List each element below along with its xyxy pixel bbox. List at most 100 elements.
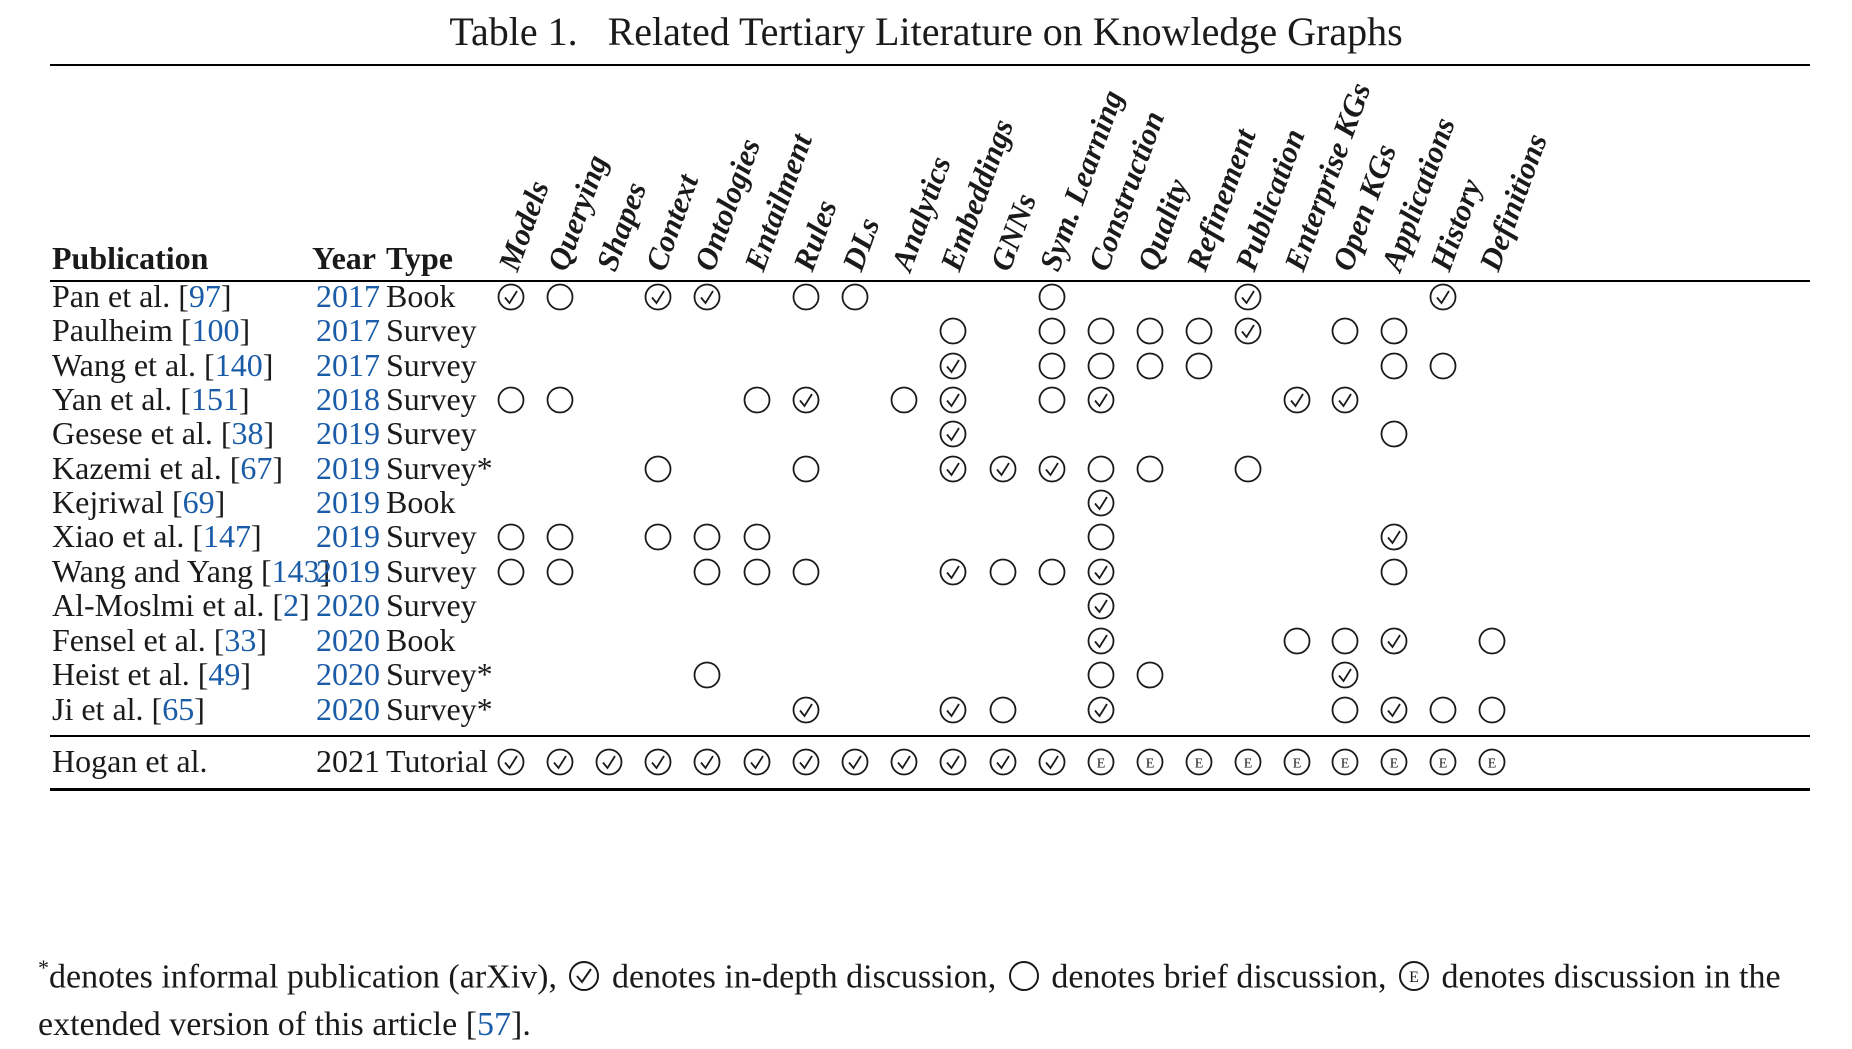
reference-link[interactable]: 33 [224,622,257,658]
svg-text:E: E [1409,969,1419,986]
empty-circle-icon [1038,317,1066,345]
year-header: Year [312,240,376,276]
publication-cell: Wang and Yang [143] [52,555,330,587]
table-caption: Table 1. Related Tertiary Literature on … [449,9,1403,54]
year-cell[interactable]: 2020 [316,587,380,623]
check-circle-icon [595,748,623,776]
type-cell: Survey [386,415,477,451]
check-circle-icon [1234,283,1262,311]
check-circle-icon [1234,317,1262,345]
year-cell[interactable]: 2017 [316,278,380,314]
reference-link[interactable]: 147 [203,518,252,554]
check-circle-icon [792,386,820,414]
empty-circle-icon [1038,352,1066,380]
check-circle-icon [1429,283,1457,311]
type-cell: Survey* [386,656,493,692]
empty-circle-icon [792,283,820,311]
reference-link[interactable]: 49 [208,656,241,692]
empty-circle-icon [644,455,672,483]
bracket-open: [ [252,553,272,589]
e-circle-icon: E [1399,961,1430,992]
year-cell[interactable]: 2020 [316,656,380,692]
e-circle-icon: E [1283,748,1311,776]
reference-link[interactable]: 151 [190,381,239,417]
empty-circle-icon [693,558,721,586]
type-cell: Survey [386,553,477,589]
footnote-text-brief: denotes brief discussion, [1051,958,1387,996]
empty-circle-icon [841,283,869,311]
year-cell[interactable]: 2019 [316,415,380,451]
author-name: Fensel et al. [52,622,206,658]
empty-circle-icon [1429,352,1457,380]
reference-link[interactable]: 65 [162,691,195,727]
footnote-reference-link[interactable]: 57 [477,1006,512,1044]
year-cell[interactable]: 2018 [316,381,380,417]
publication-cell: Gesese et al. [38] [52,417,274,449]
e-circle-icon: E [1429,748,1457,776]
empty-circle-icon [546,283,574,311]
check-circle-icon [1380,523,1408,551]
reference-link[interactable]: 2 [283,587,300,623]
bracket-close: ] [220,278,232,314]
empty-circle-icon [1478,627,1506,655]
bracket-open: [ [221,450,241,486]
bracket-open: [ [170,278,189,314]
svg-text:E: E [1097,757,1106,772]
empty-circle-icon [1234,455,1262,483]
year-cell[interactable]: 2019 [316,518,380,554]
year-cell[interactable]: 2020 [316,691,380,727]
reference-link[interactable]: 38 [231,415,264,451]
check-circle-icon [939,455,967,483]
author-name: Yan et al. [52,381,173,417]
reference-link[interactable]: 143 [271,553,320,589]
bracket-open: [ [163,484,183,520]
check-circle-icon [939,420,967,448]
footnote: *denotes informal publication (arXiv), d… [38,944,1828,1049]
empty-circle-icon [1283,627,1311,655]
author-name: Wang and Yang [52,553,253,589]
check-circle-icon [1038,748,1066,776]
empty-circle-icon [693,523,721,551]
check-circle-icon [939,696,967,724]
check-circle-icon [1087,489,1115,517]
bracket-close: ] [194,691,205,727]
empty-circle-icon [497,558,525,586]
year-cell[interactable]: 2019 [316,484,380,520]
empty-circle-icon [497,523,525,551]
header-rule [50,280,1810,282]
svg-text:E: E [1341,757,1350,772]
year-cell[interactable]: 2017 [316,347,380,383]
author-name: Pan et al. [52,278,171,314]
year-cell[interactable]: 2020 [316,622,380,658]
check-circle-icon [546,748,574,776]
bracket-open: [ [196,347,215,383]
summary-year: 2021 [316,743,380,779]
empty-circle-icon [743,558,771,586]
check-circle-icon [644,748,672,776]
year-cell[interactable]: 2017 [316,312,380,348]
check-circle-icon [1087,592,1115,620]
bracket-close: ] [256,622,268,658]
type-cell: Survey [386,518,477,554]
empty-circle-icon [1136,661,1164,689]
reference-link[interactable]: 67 [240,450,273,486]
empty-circle-icon [1380,558,1408,586]
check-circle-icon [989,748,1017,776]
reference-link[interactable]: 100 [191,312,240,348]
empty-circle-icon [792,558,820,586]
empty-circle-icon [546,386,574,414]
check-circle-icon [644,283,672,311]
summary-type: Tutorial [386,743,488,779]
publication-cell: Pan et al. [97] [52,280,232,312]
year-cell[interactable]: 2019 [316,450,380,486]
feature-header: Definitions [1472,128,1554,276]
publication-cell: Kazemi et al. [67] [52,452,283,484]
reference-link[interactable]: 97 [188,278,221,314]
year-cell[interactable]: 2019 [316,553,380,589]
feature-header: Rules [786,195,844,276]
bracket-open: [ [184,518,204,554]
reference-link[interactable]: 69 [182,484,215,520]
reference-link[interactable]: 140 [214,347,263,383]
bracket-open: [ [189,656,209,692]
empty-circle-icon [1087,661,1115,689]
